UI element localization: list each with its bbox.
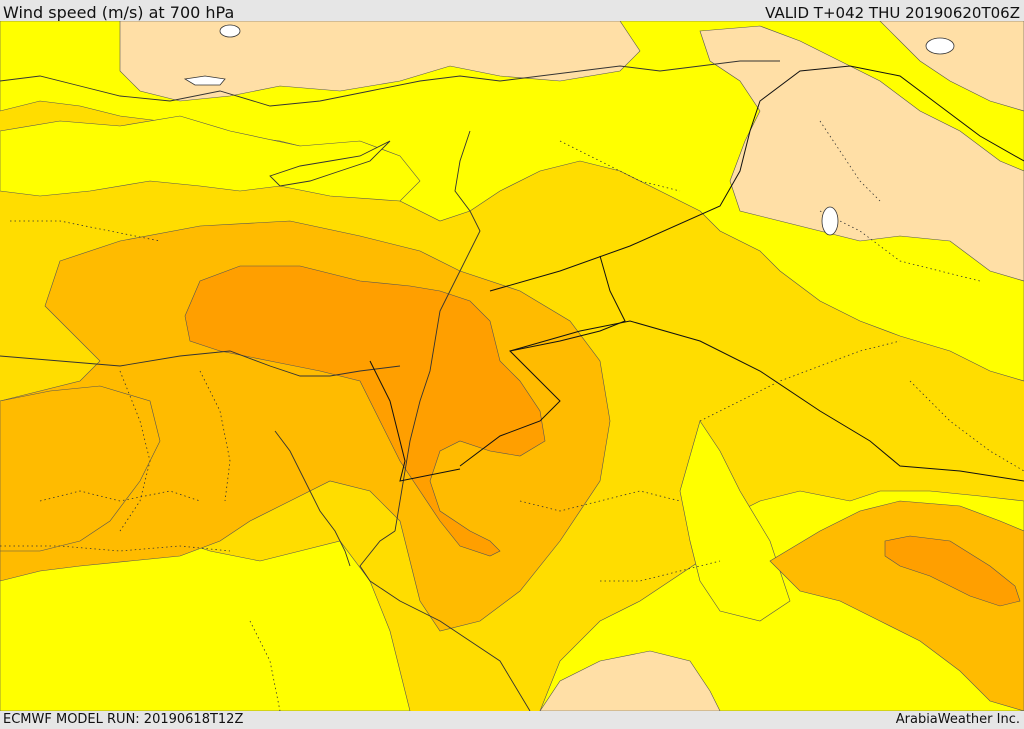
coastline-levant: [394, 130, 481, 532]
lake-urmia: [821, 206, 839, 236]
wind-zone-calm-balkans: [119, 21, 641, 102]
coastline-gulf-suez: [274, 430, 351, 567]
coastline-cyprus: [269, 140, 391, 187]
border-saudi-jordan: [459, 255, 626, 467]
border-jordan-iraq: [489, 65, 1024, 292]
map-title: Wind speed (m/s) at 700 hPa: [3, 3, 235, 22]
sea-of-marmara: [183, 75, 226, 86]
lake-van: [925, 37, 955, 55]
border-saudi-iraq: [509, 320, 1024, 482]
wind-zone-calm-northeast: [879, 21, 1024, 112]
model-run: ECMWF MODEL RUN: 20190618T12Z: [3, 712, 244, 727]
coastline-egypt: [0, 350, 401, 377]
wind-speed-map: [0, 21, 1024, 711]
wind-zone-max-levant: [184, 265, 546, 557]
coastline-red-sea: [359, 530, 531, 711]
valid-time: VALID T+042 THU 20190620T06Z: [765, 4, 1020, 22]
lake-balkan: [219, 24, 241, 38]
wind-zone-max-arabia: [884, 535, 1021, 607]
coastline-anatolia: [0, 60, 780, 107]
border-egypt-israel: [369, 360, 461, 482]
wind-zone-calm-arabia-south: [539, 650, 721, 711]
wind-zone-light-arabia: [679, 420, 791, 622]
credit-label: ArabiaWeather Inc.: [895, 712, 1020, 727]
wind-zone-strong-west: [0, 385, 161, 552]
admin-boundaries: [0, 120, 1024, 711]
